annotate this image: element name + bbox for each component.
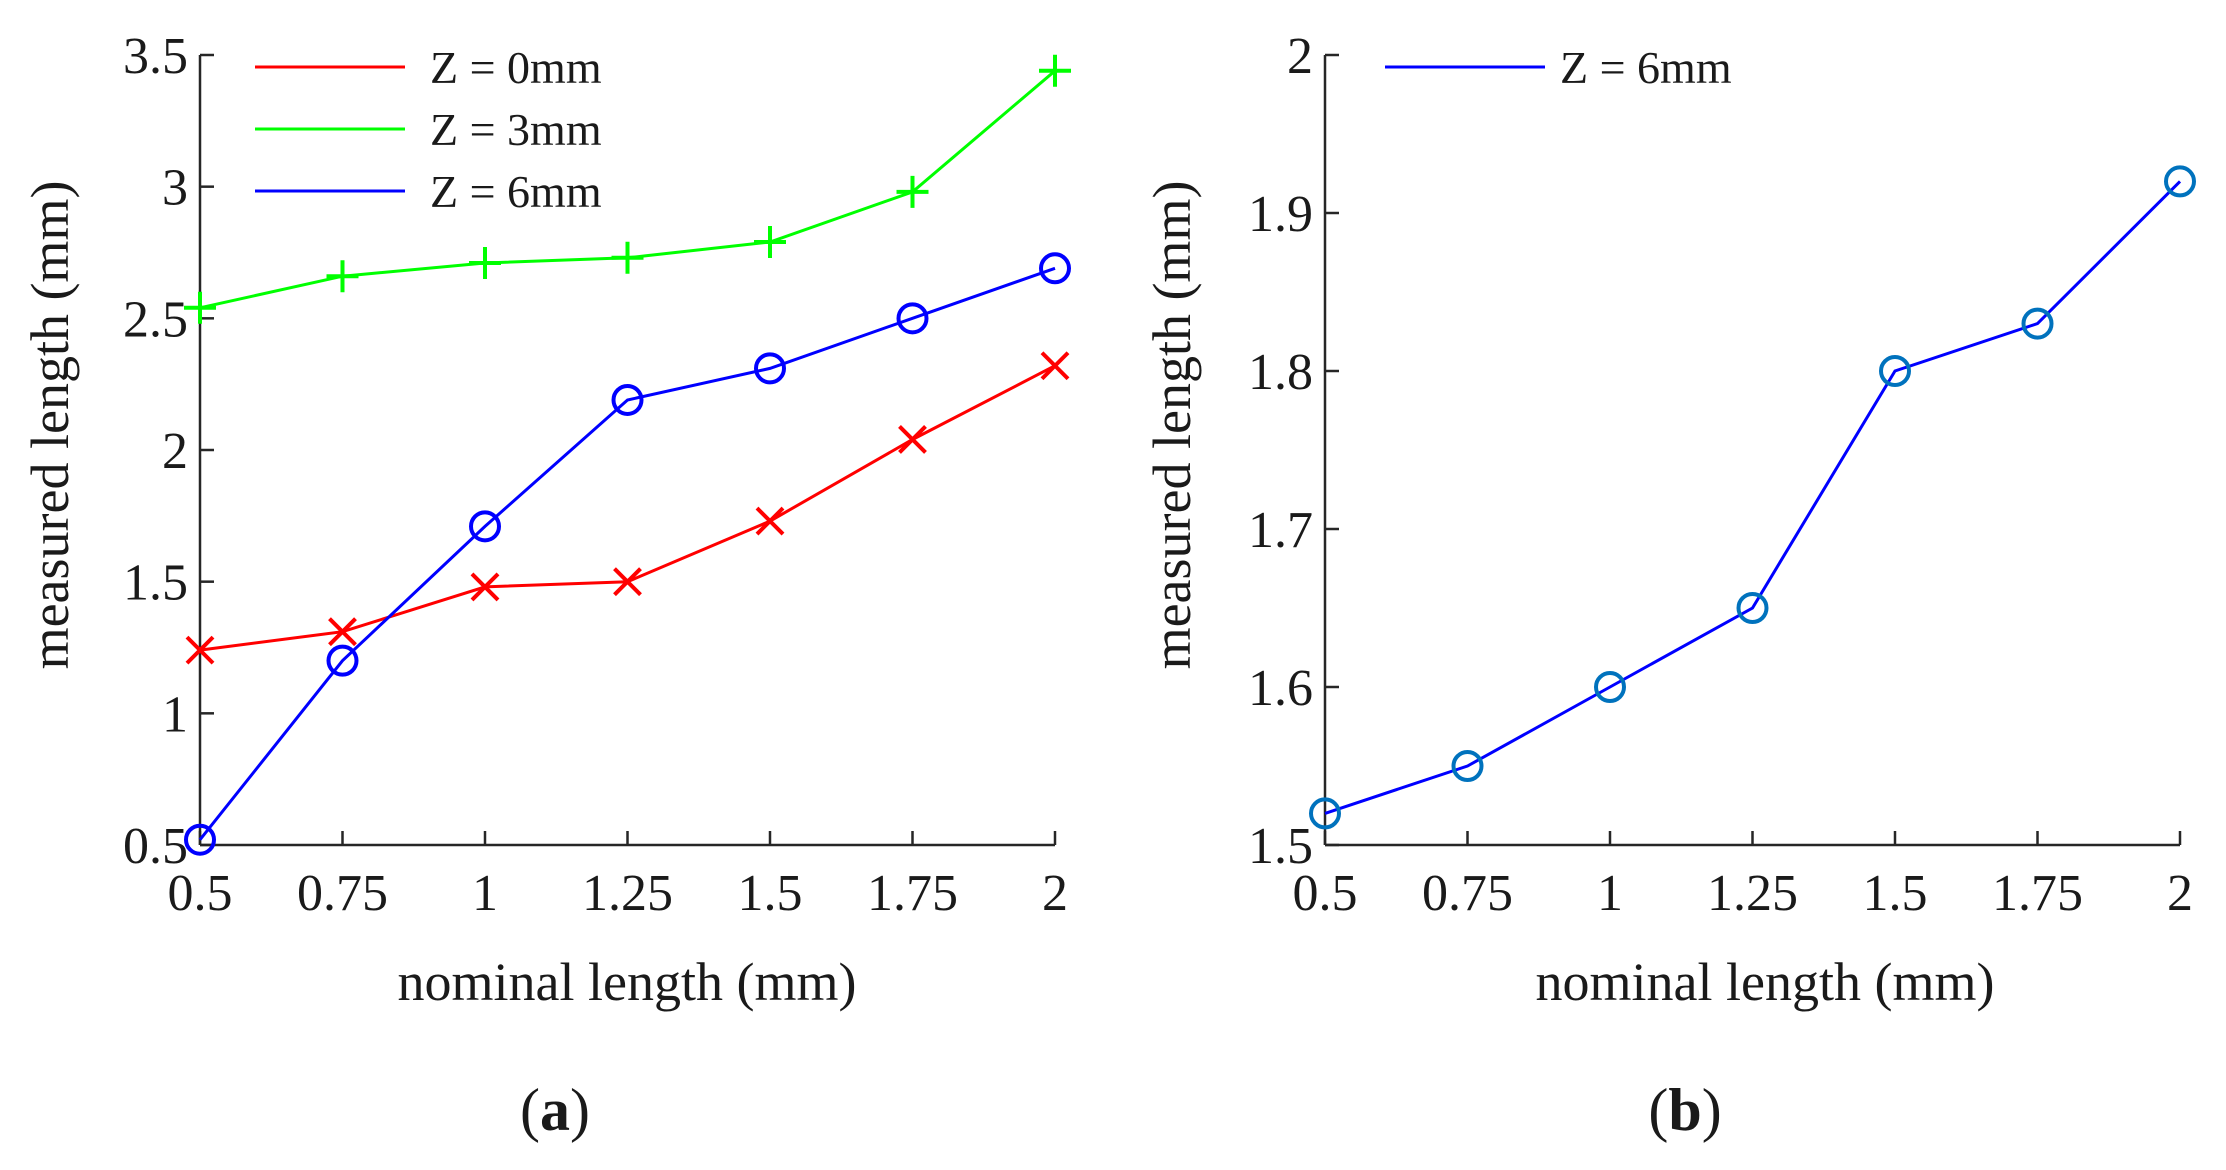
data-point-z-6mm bbox=[1736, 592, 1769, 624]
x-tick-label-a: 1 bbox=[472, 865, 498, 922]
chart-panel-b: 1.5 1.6 1.7 1.8 1.9 2 0.5 0.75 1 1.25 1.5 1.75 2 Z =… bbox=[1142, 28, 2196, 1143]
data-point-z-6mm bbox=[1039, 252, 1071, 285]
y-tick-label-b: 1.8 bbox=[1248, 344, 1313, 401]
legend-b: Z = 6mm bbox=[1385, 42, 1732, 93]
data-point-z-6mm bbox=[1451, 750, 1484, 782]
chart-panel-a: 0.5 1 1.5 2 2.5 3 3.5 0.5 0.75 1 1.25 1.5 1.75 2 Z = … bbox=[20, 28, 1071, 1143]
data-point-z-6mm bbox=[1594, 671, 1626, 703]
y-tick-label-a: 1 bbox=[162, 686, 188, 743]
data-point-z-6mm bbox=[896, 302, 929, 335]
data-point-z-0mm bbox=[470, 572, 500, 602]
x-axis-label-a: nominal length (mm) bbox=[398, 952, 857, 1012]
x-tick-label-b: 1.75 bbox=[1992, 865, 2083, 922]
y-tick-label-b: 1.5 bbox=[1248, 818, 1313, 875]
legend-label-z-6mm: Z = 6mm bbox=[1560, 42, 1732, 93]
data-point-z-3mm bbox=[611, 241, 644, 274]
y-tick-label-a: 2.5 bbox=[123, 291, 188, 348]
data-point-z-0mm bbox=[898, 425, 927, 454]
legend-label-z-0mm: Z = 0mm bbox=[430, 42, 602, 93]
data-point-z-6mm bbox=[184, 823, 216, 856]
panel-label-a: (a) bbox=[520, 1077, 590, 1143]
legend-label-z-3mm: Z = 3mm bbox=[430, 104, 602, 155]
x-tick-label-b: 1.25 bbox=[1707, 865, 1798, 922]
y-tick-label-b: 2 bbox=[1287, 28, 1313, 85]
panel-letter-a: a bbox=[540, 1077, 570, 1143]
data-point-z-6mm bbox=[2164, 165, 2196, 198]
data-point-z-6mm bbox=[326, 644, 359, 677]
y-tick-label-a: 3 bbox=[162, 160, 188, 217]
axes-a: 0.5 1 1.5 2 2.5 3 3.5 0.5 0.75 1 1.25 1.5 1.75 2 bbox=[123, 28, 1068, 922]
legend-a: Z = 0mm Z = 3mm Z = 6mm bbox=[255, 42, 602, 217]
x-tick-label-b: 2 bbox=[2167, 865, 2193, 922]
data-point-z-3mm bbox=[754, 225, 786, 258]
x-tick-label-a: 0.5 bbox=[168, 865, 233, 922]
legend-label-z-6mm: Z = 6mm bbox=[430, 166, 602, 217]
x-axis-label-b: nominal length (mm) bbox=[1536, 952, 1995, 1012]
data-point-z-0mm bbox=[755, 506, 785, 536]
x-tick-label-a: 1.5 bbox=[738, 865, 803, 922]
data-point-z-0mm bbox=[1040, 351, 1070, 381]
x-tick-label-b: 1.5 bbox=[1863, 865, 1928, 922]
panel-label-b: (b) bbox=[1648, 1077, 1721, 1143]
series-line-z-6mm bbox=[198, 266, 1056, 841]
axes-b: 1.5 1.6 1.7 1.8 1.9 2 0.5 0.75 1 1.25 1.5 1.75 2 bbox=[1248, 28, 2193, 922]
y-tick-label-b: 1.7 bbox=[1248, 502, 1313, 559]
data-point-z-6mm bbox=[2021, 307, 2054, 340]
y-tick-label-a: 1.5 bbox=[123, 555, 188, 612]
x-tick-label-a: 1.75 bbox=[867, 865, 958, 922]
data-point-z-6mm bbox=[611, 383, 644, 416]
data-point-z-0mm bbox=[613, 567, 642, 597]
series-a bbox=[184, 54, 1071, 856]
data-point-z-3mm bbox=[326, 260, 359, 293]
data-point-z-3mm bbox=[1039, 54, 1071, 87]
x-tick-label-b: 0.75 bbox=[1422, 865, 1513, 922]
data-point-z-6mm bbox=[1309, 797, 1341, 830]
x-tick-label-a: 0.75 bbox=[297, 865, 388, 922]
y-tick-label-b: 1.6 bbox=[1248, 660, 1313, 717]
x-tick-label-b: 1 bbox=[1597, 865, 1623, 922]
series-line-z-0mm bbox=[199, 364, 1056, 652]
data-point-z-6mm bbox=[754, 352, 786, 385]
y-tick-label-a: 0.5 bbox=[123, 818, 188, 875]
x-tick-label-a: 1.25 bbox=[582, 865, 673, 922]
series-line-z-6mm bbox=[1324, 180, 2182, 815]
data-point-z-6mm bbox=[1879, 355, 1911, 387]
x-tick-label-b: 0.5 bbox=[1293, 865, 1358, 922]
data-point-z-0mm bbox=[185, 635, 215, 665]
data-point-z-3mm bbox=[896, 175, 929, 208]
panel-letter-b: b bbox=[1668, 1077, 1701, 1143]
data-point-z-0mm bbox=[328, 617, 357, 647]
data-point-z-3mm bbox=[469, 247, 501, 280]
y-tick-label-a: 2 bbox=[162, 423, 188, 480]
y-tick-label-a: 3.5 bbox=[123, 28, 188, 85]
data-point-z-3mm bbox=[184, 291, 216, 324]
data-point-z-6mm bbox=[469, 510, 501, 543]
y-axis-label-b: measured length (mm) bbox=[1142, 181, 1202, 670]
series-b bbox=[1309, 165, 2196, 830]
y-tick-label-b: 1.9 bbox=[1248, 186, 1313, 243]
y-axis-label-a: measured length (mm) bbox=[20, 181, 80, 670]
x-tick-label-a: 2 bbox=[1042, 865, 1068, 922]
